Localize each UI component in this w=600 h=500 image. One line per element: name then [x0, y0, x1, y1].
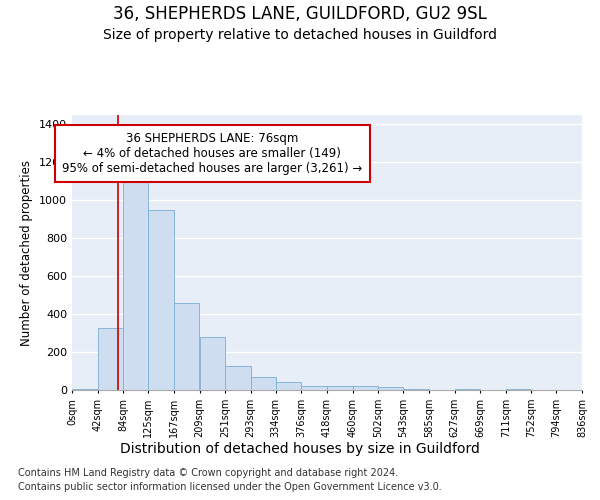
Text: 36, SHEPHERDS LANE, GUILDFORD, GU2 9SL: 36, SHEPHERDS LANE, GUILDFORD, GU2 9SL: [113, 5, 487, 23]
Bar: [455, 389, 480, 390]
Text: Contains public sector information licensed under the Open Government Licence v3: Contains public sector information licen…: [18, 482, 442, 492]
Bar: [403, 389, 429, 390]
Bar: [98, 328, 123, 390]
Bar: [301, 386, 327, 390]
Bar: [72, 388, 98, 390]
Text: 36 SHEPHERDS LANE: 76sqm
← 4% of detached houses are smaller (149)
95% of semi-d: 36 SHEPHERDS LANE: 76sqm ← 4% of detache…: [62, 132, 362, 175]
Bar: [506, 389, 531, 390]
Bar: [276, 382, 301, 390]
Bar: [378, 387, 403, 390]
Bar: [123, 178, 148, 390]
Text: Size of property relative to detached houses in Guildford: Size of property relative to detached ho…: [103, 28, 497, 42]
Bar: [327, 386, 353, 390]
Text: Distribution of detached houses by size in Guildford: Distribution of detached houses by size …: [120, 442, 480, 456]
Bar: [148, 210, 174, 390]
Y-axis label: Number of detached properties: Number of detached properties: [20, 160, 34, 346]
Bar: [251, 376, 276, 390]
Bar: [199, 337, 225, 390]
Text: Contains HM Land Registry data © Crown copyright and database right 2024.: Contains HM Land Registry data © Crown c…: [18, 468, 398, 477]
Bar: [353, 386, 378, 390]
Bar: [174, 303, 199, 390]
Bar: [225, 366, 251, 390]
